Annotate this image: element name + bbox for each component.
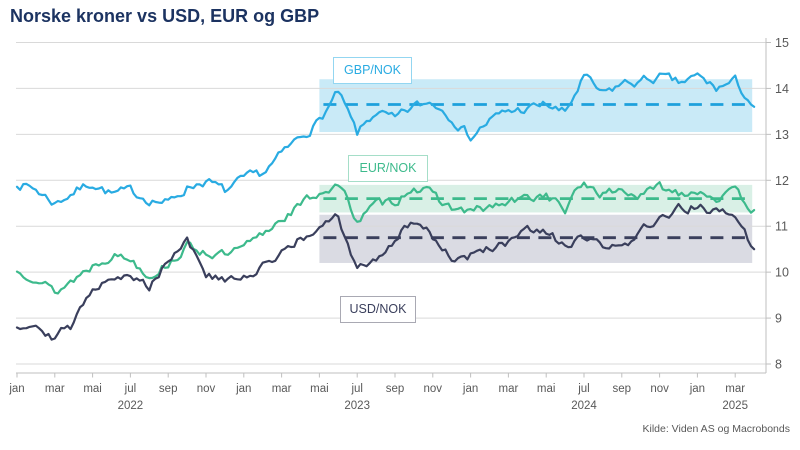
mean-dashed-lines bbox=[323, 103, 751, 240]
x-tick-label: sep bbox=[613, 383, 632, 395]
y-tick-label: 9 bbox=[775, 312, 782, 326]
year-label: 2024 bbox=[571, 400, 597, 412]
series-lines bbox=[15, 72, 756, 341]
range-band-usd bbox=[319, 214, 753, 263]
y-tick-label: 12 bbox=[775, 174, 789, 188]
x-tick-label: mai bbox=[310, 383, 329, 395]
x-tick-label: jul bbox=[350, 383, 363, 395]
year-label: 2022 bbox=[118, 400, 144, 412]
page-title: Norske kroner vs USD, EUR og GBP bbox=[10, 6, 320, 26]
year-label: 2025 bbox=[722, 400, 748, 412]
x-tick-label: mai bbox=[537, 383, 556, 395]
y-tick-label: 13 bbox=[775, 128, 789, 142]
x-tick-label: mar bbox=[498, 383, 518, 395]
x-tick-label: nov bbox=[650, 383, 669, 395]
x-tick-label: mar bbox=[725, 383, 745, 395]
x-tick-label: nov bbox=[424, 383, 443, 395]
series-line-gbp bbox=[15, 72, 756, 207]
x-tick-label: mar bbox=[45, 383, 65, 395]
x-tick-label: jul bbox=[577, 383, 590, 395]
gbp-nok-label: GBP/NOK bbox=[333, 57, 412, 84]
x-tick-label: jul bbox=[124, 383, 137, 395]
x-tick-label: mai bbox=[83, 383, 102, 395]
x-tick-label: sep bbox=[386, 383, 405, 395]
x-tick-label: jan bbox=[462, 383, 478, 395]
series-line-usd bbox=[15, 202, 756, 341]
eur-nok-label: EUR/NOK bbox=[348, 155, 428, 182]
x-tick-label: sep bbox=[159, 383, 178, 395]
x-tick-label: jan bbox=[235, 383, 251, 395]
gbp-nok-label-text: GBP/NOK bbox=[344, 63, 401, 77]
usd-nok-label: USD/NOK bbox=[340, 296, 416, 323]
y-tick-label: 8 bbox=[775, 358, 782, 372]
eur-nok-label-text: EUR/NOK bbox=[359, 161, 417, 175]
year-label: 2023 bbox=[344, 400, 370, 412]
source-attribution: Kilde: Viden AS og Macrobonds bbox=[642, 423, 791, 435]
x-tick-label: nov bbox=[197, 383, 216, 395]
x-tick-label: jan bbox=[8, 383, 24, 395]
x-tick-label: jan bbox=[689, 383, 705, 395]
series-line-eur bbox=[15, 181, 756, 295]
usd-nok-label-text: USD/NOK bbox=[349, 302, 407, 316]
axes: 15 14 13 12 11 10 9 8 jan mar mai jul sep nov jan mar ma… bbox=[8, 36, 789, 412]
y-tick-label: 15 bbox=[775, 36, 789, 50]
y-tick-label: 11 bbox=[775, 220, 788, 234]
y-tick-label: 14 bbox=[775, 82, 789, 96]
y-tick-label: 10 bbox=[775, 266, 789, 280]
x-tick-label: mar bbox=[272, 383, 292, 395]
